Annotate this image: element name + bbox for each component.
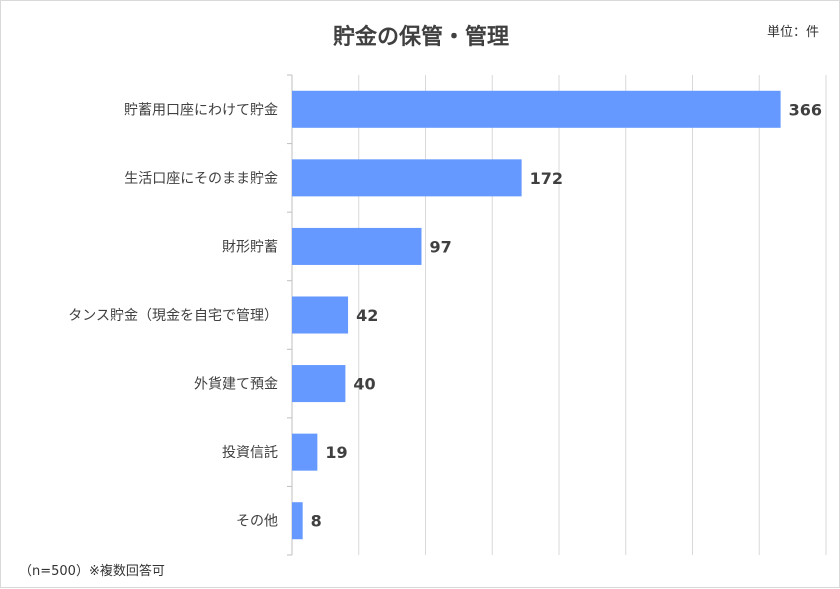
- data-label: 172: [530, 169, 563, 188]
- bar: [292, 227, 422, 265]
- bar: [292, 433, 318, 471]
- category-label: 投資信託: [222, 445, 278, 461]
- data-label: 42: [356, 306, 378, 325]
- data-label: 8: [311, 512, 322, 531]
- footnote: （n=500）※複数回答可: [19, 564, 165, 579]
- bar: [292, 90, 781, 128]
- chart-title: 貯金の保管・管理: [332, 25, 509, 50]
- category-label: 貯蓄用口座にわけて貯金: [124, 102, 278, 118]
- category-label: その他: [236, 514, 278, 530]
- category-label: 財形貯蓄: [222, 239, 278, 255]
- unit-label: 単位：件: [766, 25, 819, 40]
- category-label: 外貨建て預金: [194, 376, 278, 393]
- value-labels: 366 172 97 42 40 19 8: [311, 100, 822, 530]
- data-label: 19: [325, 443, 347, 462]
- category-labels: 貯蓄用口座にわけて貯金生活口座にそのまま貯金財形貯蓄タンス貯金（現金を自宅で管理…: [68, 102, 278, 529]
- data-label: 97: [429, 237, 451, 256]
- bar: [292, 159, 522, 197]
- category-label: タンス貯金（現金を自宅で管理）: [68, 308, 278, 324]
- bar: [292, 365, 346, 403]
- category-label: 生活口座にそのまま貯金: [124, 171, 278, 187]
- data-label: 366: [789, 100, 822, 119]
- data-label: 40: [353, 375, 375, 394]
- bar: [292, 502, 303, 540]
- bar: [292, 296, 349, 334]
- bars: [292, 90, 781, 540]
